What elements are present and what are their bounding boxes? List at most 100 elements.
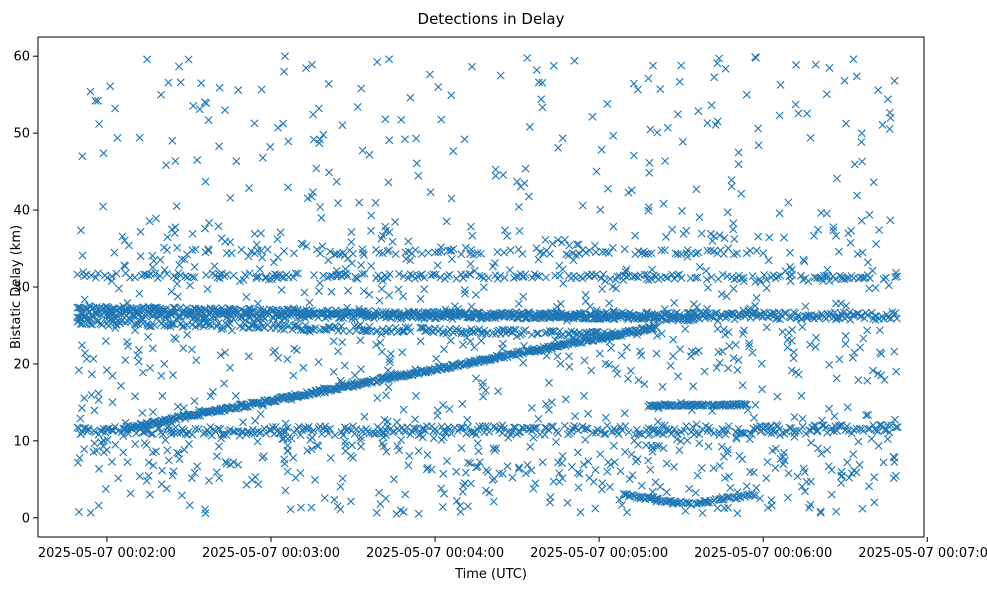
clutter-point [829, 226, 838, 235]
clutter-point [308, 188, 317, 197]
track-point [421, 426, 430, 435]
clutter-point [659, 444, 668, 453]
clutter-point [148, 344, 157, 353]
clutter-point [173, 448, 182, 457]
clutter-point [365, 290, 374, 299]
clutter-point [149, 461, 158, 470]
clutter-point [274, 123, 282, 132]
clutter-point [131, 392, 140, 401]
track-point [884, 313, 893, 322]
clutter-point [458, 487, 467, 496]
clutter-point [190, 468, 199, 477]
clutter-point [717, 442, 726, 451]
clutter-point [184, 55, 193, 64]
clutter-point [179, 404, 188, 412]
track-point [507, 309, 516, 318]
clutter-point [185, 439, 193, 448]
track-point [370, 430, 379, 439]
track-point [534, 329, 543, 338]
clutter-point [692, 185, 701, 194]
clutter-point [800, 468, 809, 476]
clutter-point [830, 412, 839, 421]
clutter-point [146, 364, 155, 372]
clutter-point [571, 412, 580, 421]
clutter-point [547, 398, 556, 407]
clutter-point [779, 448, 788, 457]
data-point [152, 214, 161, 223]
clutter-point [353, 103, 362, 111]
clutter-point [357, 261, 365, 270]
clutter-point [598, 485, 606, 494]
track-point [804, 311, 813, 320]
clutter-point [733, 509, 742, 518]
clutter-point [347, 228, 356, 237]
clutter-point [458, 399, 467, 408]
clutter-point [163, 446, 172, 455]
clutter-point [764, 256, 773, 265]
track-point [527, 330, 536, 339]
clutter-point [388, 237, 397, 246]
clutter-point [858, 248, 867, 257]
clutter-point [561, 395, 570, 404]
clutter-point [840, 76, 849, 85]
track-point [296, 431, 305, 439]
clutter-point [99, 202, 108, 211]
clutter-point [466, 459, 475, 468]
clutter-point [863, 376, 872, 385]
clutter-point [724, 364, 733, 373]
data-point [283, 355, 292, 364]
clutter-point [640, 380, 649, 389]
clutter-point [114, 284, 123, 293]
clutter-point [786, 262, 795, 271]
track-point [362, 311, 371, 320]
track-point [598, 247, 607, 256]
clutter-point [271, 346, 280, 355]
clutter-point [330, 495, 339, 504]
clutter-point [384, 383, 393, 392]
clutter-point [101, 337, 110, 346]
track-point [606, 274, 615, 283]
clutter-point [867, 434, 876, 443]
track-point [163, 270, 171, 278]
clutter-point [87, 391, 96, 399]
clutter-point [762, 474, 771, 483]
track-point [130, 319, 139, 328]
clutter-point [158, 466, 167, 475]
clutter-point [440, 345, 448, 354]
track-point [500, 273, 509, 282]
clutter-point [842, 119, 850, 128]
data-point [532, 66, 541, 75]
track-point [398, 310, 407, 319]
track-point [176, 271, 185, 280]
clutter-point [825, 404, 834, 413]
clutter-point [779, 460, 788, 469]
clutter-point [334, 347, 343, 356]
clutter-point [205, 218, 214, 227]
track-point [114, 304, 123, 313]
x-tick-label: 2025-05-07 00:05:00 [530, 546, 668, 561]
clutter-point [854, 376, 863, 384]
track-point [498, 429, 507, 438]
clutter-point [391, 217, 400, 226]
track-point [142, 426, 151, 435]
clutter-point [171, 223, 180, 232]
track-point [760, 271, 769, 279]
clutter-point [723, 445, 732, 454]
clutter-point [334, 199, 343, 207]
track-point [680, 426, 689, 435]
clutter-point [324, 256, 333, 265]
clutter-point [835, 355, 844, 364]
track-point [542, 273, 550, 282]
clutter-point [259, 452, 268, 461]
clutter-point [865, 284, 874, 293]
clutter-point [461, 289, 469, 298]
clutter-point [564, 352, 573, 361]
clutter-point [124, 342, 132, 351]
track-point [457, 329, 466, 338]
track-point [798, 422, 807, 431]
clutter-point [215, 274, 224, 283]
clutter-point [81, 349, 90, 357]
clutter-point [597, 145, 606, 154]
track-point [137, 423, 146, 432]
